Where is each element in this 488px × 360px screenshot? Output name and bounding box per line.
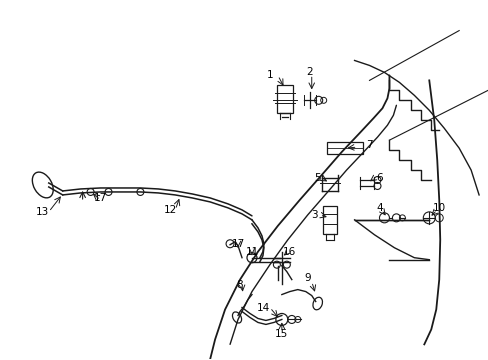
Text: 9: 9 xyxy=(304,273,310,283)
Text: 4: 4 xyxy=(375,203,382,213)
Text: 7: 7 xyxy=(366,140,372,150)
Text: 2: 2 xyxy=(306,67,312,77)
Text: 14: 14 xyxy=(257,302,270,312)
Text: 16: 16 xyxy=(283,247,296,257)
Text: 3: 3 xyxy=(311,210,317,220)
Bar xyxy=(326,142,362,154)
Bar xyxy=(322,206,336,234)
Text: 17: 17 xyxy=(94,193,107,203)
Bar xyxy=(276,85,292,113)
Text: 12: 12 xyxy=(163,205,177,215)
Text: 11: 11 xyxy=(245,247,258,257)
Text: 17: 17 xyxy=(231,239,244,249)
Text: 10: 10 xyxy=(432,203,445,213)
Text: 5: 5 xyxy=(314,173,321,183)
Text: 6: 6 xyxy=(375,173,382,183)
Text: 13: 13 xyxy=(36,207,49,217)
Text: 8: 8 xyxy=(236,280,243,289)
Text: 1: 1 xyxy=(266,71,273,80)
Text: 15: 15 xyxy=(275,329,288,339)
